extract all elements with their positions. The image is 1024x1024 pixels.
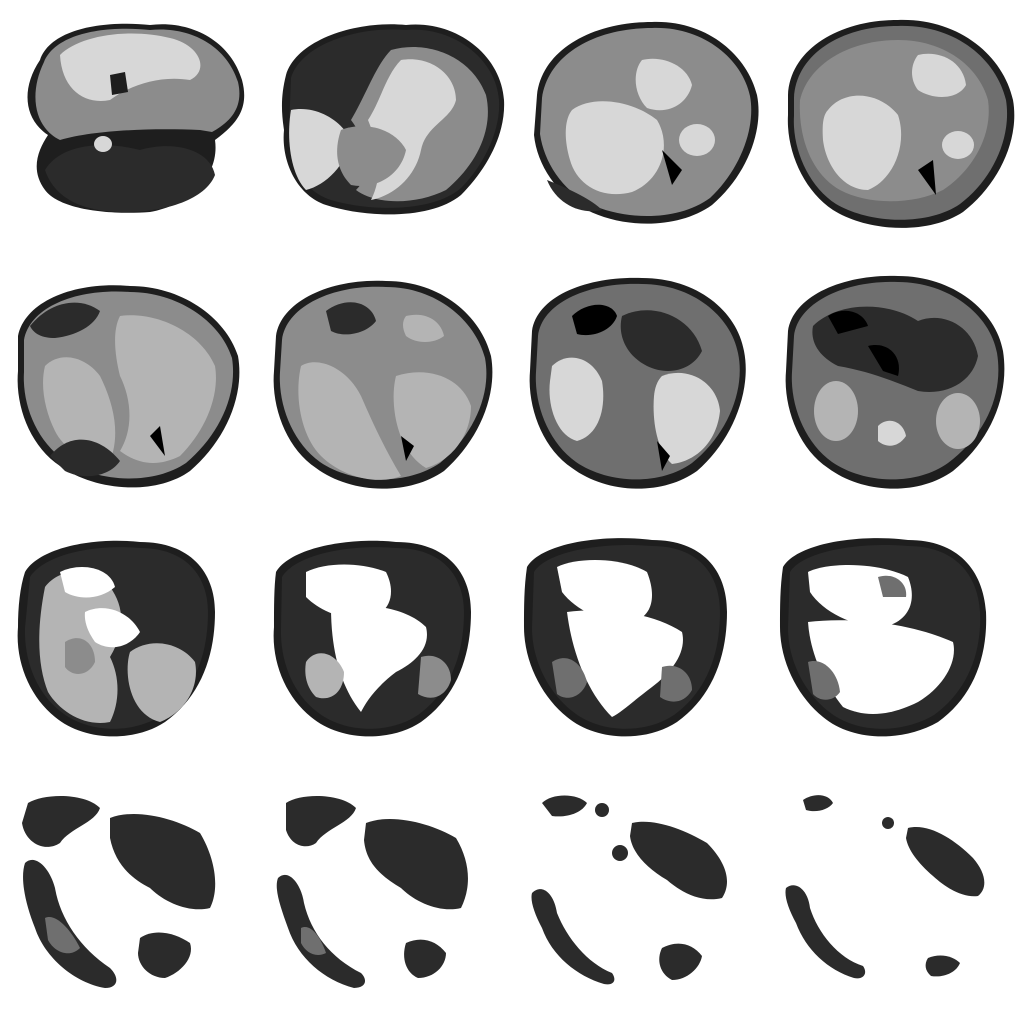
slice-r3c2-shape <box>273 540 471 737</box>
slice-r2c1 <box>0 256 256 512</box>
slice-r1c4 <box>768 0 1024 256</box>
slice-r2c4 <box>768 256 1024 512</box>
slice-r1c2 <box>256 0 512 256</box>
slice-r3c2 <box>256 512 512 768</box>
slice-r4c4 <box>768 768 1024 1024</box>
slice-r2c1-shape <box>17 285 240 488</box>
slice-r1c3-shape <box>534 21 759 224</box>
slice-r3c4 <box>768 512 1024 768</box>
slice-r3c3-shape <box>524 538 727 737</box>
slice-r2c2 <box>256 256 512 512</box>
slice-r4c1 <box>0 768 256 1024</box>
slice-r4c2 <box>256 768 512 1024</box>
slice-r3c1 <box>0 512 256 768</box>
slice-r1c1-shape <box>27 23 245 213</box>
slice-r4c4-shape <box>785 795 985 979</box>
slice-r3c4-shape <box>780 538 987 737</box>
slice-r1c2-shape <box>281 24 505 215</box>
slice-r2c2-shape <box>273 280 493 489</box>
slice-r4c3-shape <box>531 795 727 985</box>
slice-r1c4-shape <box>787 19 1015 228</box>
slice-r2c4-shape <box>785 275 1005 489</box>
slice-r4c1-shape <box>22 796 216 988</box>
slice-r2c3-shape <box>529 277 746 489</box>
slice-r1c3 <box>512 0 768 256</box>
slice-r3c3 <box>512 512 768 768</box>
slice-r4c2-shape <box>276 796 468 988</box>
slice-r2c3 <box>512 256 768 512</box>
slice-r1c1 <box>0 0 256 256</box>
slice-r3c1-shape <box>17 540 215 737</box>
slice-r4c3 <box>512 768 768 1024</box>
